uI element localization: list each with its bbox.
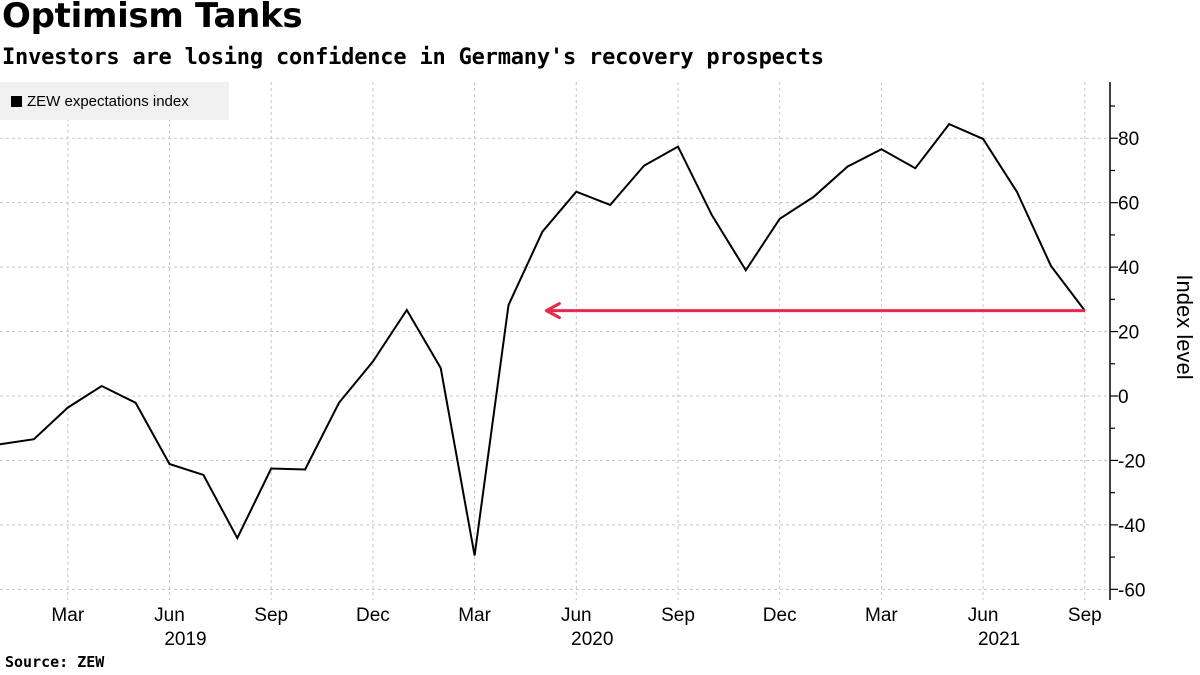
y-tick-label: 20 [1118,323,1139,344]
y-tick-label: -40 [1118,516,1145,537]
y-tick-label: 0 [1118,387,1129,408]
annotation-arrow-head [544,302,561,320]
chart-title: Optimism Tanks [2,0,303,36]
legend-label: ZEW expectations index [27,92,189,110]
y-tick-label: -20 [1118,451,1145,472]
y-axis-title: Index level [1172,274,1197,379]
y-tick-label: 40 [1118,258,1139,279]
x-tick-label: Dec [763,605,797,626]
x-year-label: 2019 [164,629,206,650]
vertical-gridlines [67,82,1086,600]
annotation-layer [544,302,1085,320]
x-tick-label: Dec [356,605,390,626]
series-line [0,122,1086,556]
x-tick-label: Jun [154,605,185,626]
x-tick-label: Mar [865,605,898,626]
x-tick-label: Sep [1068,605,1102,626]
x-tick-label: Mar [458,605,491,626]
legend: ZEW expectations index [0,82,229,120]
x-tick-label: Jun [968,605,999,626]
y-tick-label: 80 [1118,129,1139,150]
series-layer [0,122,1086,556]
horizontal-gridlines [0,137,1110,590]
x-year-label: 2021 [978,629,1020,650]
x-axis: Mar Jun Sep Dec Mar Jun Sep Dec Mar Jun Sep 2019 202… [51,605,1101,650]
source-note: Source: ZEW [5,653,105,671]
y-tick-label: -60 [1118,580,1145,601]
legend-swatch [11,95,22,107]
chart-subtitle: Investors are losing confidence in Germa… [2,45,824,70]
x-tick-label: Jun [561,605,592,626]
x-tick-label: Mar [51,605,84,626]
x-year-label: 2020 [571,629,613,650]
y-tick-label: 60 [1118,194,1139,215]
x-tick-label: Sep [254,605,288,626]
y-axis: -60 -40 -20 0 20 40 60 80 [1109,82,1145,601]
x-tick-label: Sep [661,605,695,626]
